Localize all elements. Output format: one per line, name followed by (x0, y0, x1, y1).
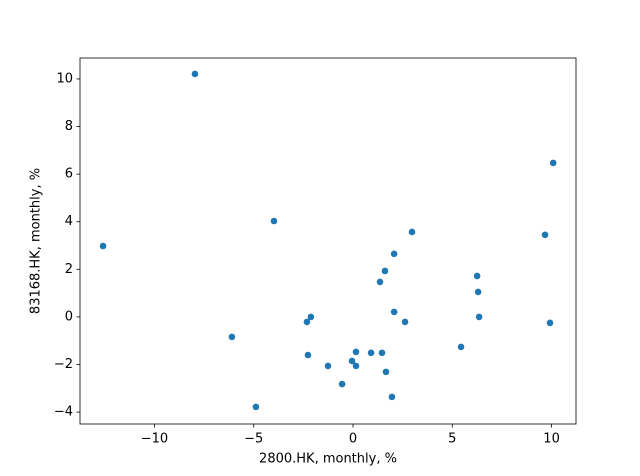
point (338, 380, 346, 388)
y-tick-label: −2 (54, 357, 73, 372)
point (390, 308, 398, 316)
point (303, 318, 311, 326)
point (408, 228, 416, 236)
point (228, 333, 236, 341)
point (378, 349, 386, 357)
point (367, 349, 375, 357)
point (475, 313, 483, 321)
point (549, 159, 557, 167)
point (307, 313, 315, 321)
x-axis-label: 2800.HK, monthly, % (259, 452, 397, 467)
point (382, 368, 390, 376)
point (457, 343, 465, 351)
point (541, 231, 549, 239)
y-tick-label: 2 (65, 262, 73, 277)
point (473, 272, 481, 280)
x-tick-label: −5 (244, 432, 263, 447)
y-tick-label: 6 (65, 167, 73, 182)
point (390, 250, 398, 258)
point (474, 288, 482, 296)
y-tick-label: 10 (56, 71, 73, 86)
point (348, 357, 356, 365)
x-tick-label: 5 (448, 432, 456, 447)
point (352, 348, 360, 356)
point (99, 242, 107, 250)
x-tick-label: 10 (543, 432, 560, 447)
point (324, 362, 332, 370)
y-tick-label: 0 (65, 309, 73, 324)
point (352, 362, 360, 370)
plot-frame (79, 57, 577, 425)
point (401, 318, 409, 326)
y-tick-label: 8 (65, 119, 73, 134)
point (376, 278, 384, 286)
y-tick-label: −4 (54, 405, 73, 420)
point (191, 70, 199, 78)
point (270, 217, 278, 225)
point (546, 319, 554, 327)
point (252, 403, 260, 411)
point (304, 351, 312, 359)
y-tick-label: 4 (65, 214, 73, 229)
point (388, 393, 396, 401)
x-tick-label: −10 (141, 432, 168, 447)
x-tick-label: 0 (349, 432, 357, 447)
y-axis-label: 83168.HK, monthly, % (29, 168, 44, 314)
point (381, 267, 389, 275)
